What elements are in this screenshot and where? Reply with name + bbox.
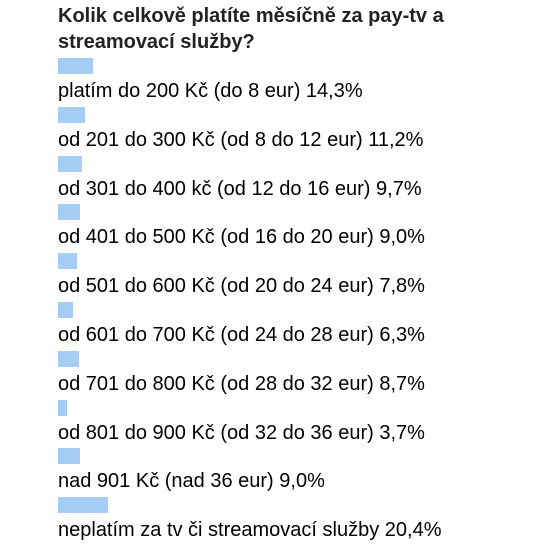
result-bar	[58, 399, 67, 416]
poll-result-row: od 501 do 600 Kč (od 20 do 24 eur) 7,8%	[58, 253, 548, 302]
result-label: od 701 do 800 Kč (od 28 do 32 eur) 8,7%	[58, 372, 548, 396]
poll-result-row: nad 901 Kč (nad 36 eur) 9,0%	[58, 448, 548, 497]
result-category: od 701 do 800 Kč (od 28 do 32 eur)	[58, 372, 374, 395]
poll-result-row: platím do 200 Kč (do 8 eur) 14,3%	[58, 58, 548, 107]
result-label: od 501 do 600 Kč (od 20 do 24 eur) 7,8%	[58, 274, 548, 298]
result-bar	[58, 58, 93, 74]
result-label: od 301 do 400 kč (od 12 do 16 eur) 9,7%	[58, 177, 548, 201]
result-value: 11,2%	[368, 128, 424, 151]
result-category: nad 901 Kč (nad 36 eur)	[58, 470, 274, 493]
result-category: od 401 do 500 Kč (od 16 do 20 eur)	[58, 226, 374, 249]
result-bar	[58, 204, 80, 221]
poll-results: platím do 200 Kč (do 8 eur) 14,3% od 201 …	[58, 58, 548, 546]
result-value: 14,3%	[305, 80, 363, 102]
poll-result-row: neplatím za tv či streamovací služby 20,…	[58, 497, 548, 546]
poll-title: Kolik celkově platíte měsíčně za pay-tv …	[58, 5, 444, 53]
result-category: od 201 do 300 Kč (od 8 do 12 eur)	[58, 128, 363, 151]
result-bar	[58, 106, 85, 123]
poll: Kolik celkově platíte měsíčně za pay-tv …	[58, 3, 548, 546]
result-value: 7,8%	[379, 275, 425, 298]
result-bar	[58, 155, 82, 172]
poll-result-row: od 801 do 900 Kč (od 32 do 36 eur) 3,7%	[58, 399, 548, 449]
result-category: od 501 do 600 Kč (od 20 do 24 eur)	[58, 275, 374, 298]
result-bar	[58, 448, 80, 465]
result-category: od 301 do 400 kč (od 12 do 16 eur)	[58, 177, 371, 200]
result-label: od 401 do 500 Kč (od 16 do 20 eur) 9,0%	[58, 225, 548, 249]
poll-result-row: od 701 do 800 Kč (od 28 do 32 eur) 8,7%	[58, 350, 548, 400]
result-value: 9,0%	[379, 226, 425, 249]
result-bar	[58, 497, 108, 514]
result-category: od 601 do 700 Kč (od 24 do 28 eur)	[58, 323, 374, 346]
result-category: od 801 do 900 Kč (od 32 do 36 eur)	[58, 421, 374, 444]
poll-result-row: od 301 do 400 kč (od 12 do 16 eur) 9,7%	[58, 155, 548, 205]
result-value: 9,7%	[376, 177, 422, 200]
result-bar	[58, 253, 77, 270]
poll-result-row: od 201 do 300 Kč (od 8 do 12 eur) 11,2%	[58, 106, 548, 156]
result-category: platím do 200 Kč (do 8 eur)	[58, 80, 301, 102]
poll-result-row: od 601 do 700 Kč (od 24 do 28 eur) 6,3%	[58, 301, 548, 351]
result-label: platím do 200 Kč (do 8 eur) 14,3%	[58, 79, 548, 103]
result-value: 3,7%	[379, 421, 425, 444]
result-value: 8,7%	[379, 372, 425, 395]
result-value: 6,3%	[379, 323, 425, 346]
result-label: neplatím za tv či streamovací služby 20,…	[58, 518, 548, 542]
result-label: od 201 do 300 Kč (od 8 do 12 eur) 11,2%	[58, 128, 548, 152]
result-label: od 601 do 700 Kč (od 24 do 28 eur) 6,3%	[58, 323, 548, 347]
result-category: neplatím za tv či streamovací služby	[58, 519, 380, 542]
result-label: nad 901 Kč (nad 36 eur) 9,0%	[58, 469, 548, 493]
poll-result-row: od 401 do 500 Kč (od 16 do 20 eur) 9,0%	[58, 204, 548, 253]
result-bar	[58, 350, 79, 367]
result-value: 20,4%	[384, 519, 442, 542]
result-label: od 801 do 900 Kč (od 32 do 36 eur) 3,7%	[58, 421, 548, 445]
result-value: 9,0%	[279, 470, 325, 493]
result-bar	[58, 301, 73, 318]
